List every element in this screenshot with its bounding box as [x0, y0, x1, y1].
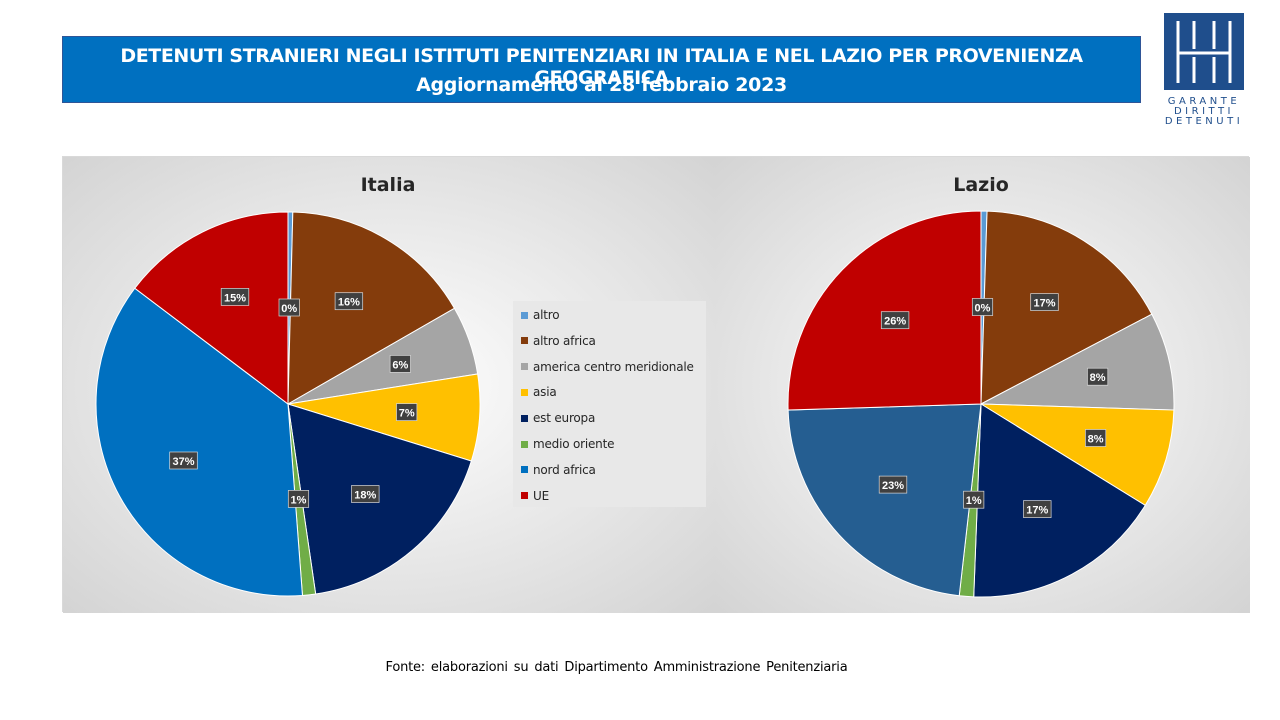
legend-item: america centro meridionale — [521, 358, 694, 376]
data-label: 0% — [281, 303, 297, 315]
data-label-box — [1087, 367, 1109, 386]
pie-slice — [287, 403, 472, 595]
pie-slice — [979, 403, 1175, 507]
data-label: 18% — [354, 490, 376, 502]
data-label-box — [878, 475, 908, 494]
chart-title: Lazio — [953, 174, 1009, 196]
pie-slice — [979, 313, 1175, 411]
data-label: 37% — [172, 456, 194, 468]
legend-item: medio oriente — [521, 435, 614, 453]
legend-label: medio oriente — [533, 437, 615, 451]
legend-label: altro africa — [533, 333, 596, 348]
pie-slice — [287, 211, 456, 405]
pie-slice — [787, 403, 982, 597]
page-title: DETENUTI STRANIERI NEGLI ISTITUTI PENITE… — [120, 45, 1083, 89]
legend-label: nord africa — [533, 462, 596, 477]
legend-item: asia — [521, 383, 557, 401]
data-label: 15% — [224, 292, 246, 304]
logo-text-line3: DETENUTI — [1164, 116, 1244, 127]
legend-swatch — [521, 363, 528, 371]
data-label: 6% — [392, 359, 408, 371]
chart-italia: Italia 0% 16% 6% 7% 18% 1% 37% 15% — [95, 174, 481, 597]
data-label: 17% — [1033, 298, 1055, 310]
data-label: 8% — [1090, 372, 1106, 384]
charts-area: Italia 0% 16% 6% 7% 18% 1% 37% 15% Lazio 0% 17% 8% 8… — [62, 156, 1250, 613]
data-label: 17% — [1026, 505, 1048, 517]
chart-legend: altro altro africa america centro meridion… — [513, 301, 706, 507]
logo-emblem — [1164, 13, 1244, 90]
data-label-box — [169, 451, 198, 470]
legend-label: america centro meridionale — [533, 359, 694, 374]
legend-item: altro — [521, 306, 560, 324]
page-subtitle: Aggiornamento al 28 febbraio 2023 — [416, 74, 787, 96]
data-label-box — [963, 490, 985, 509]
data-label: 8% — [1088, 434, 1104, 446]
data-label-box — [389, 355, 411, 373]
garante-logo: GARANTE DIRITTI DETENUTI — [1162, 13, 1246, 128]
data-label: 1% — [291, 494, 307, 506]
chart-title: Italia — [361, 174, 416, 196]
legend-swatch — [521, 311, 528, 319]
data-label-box — [334, 292, 364, 311]
data-label-box — [880, 311, 910, 330]
pie-slice — [973, 403, 1146, 598]
data-label-box — [1023, 500, 1052, 518]
data-label: 26% — [884, 316, 906, 328]
data-label-box — [1030, 293, 1059, 311]
legend-swatch — [521, 388, 528, 396]
pie-slice — [95, 287, 303, 597]
data-label-box — [220, 288, 250, 306]
data-label-box — [971, 298, 994, 316]
legend-label: UE — [533, 488, 549, 503]
pie-slice — [980, 210, 1153, 405]
data-label: 23% — [882, 480, 904, 492]
data-label-box — [278, 298, 300, 317]
logo-text-line2: DIRITTI — [1173, 106, 1235, 117]
legend-label: asia — [533, 385, 557, 400]
data-label-box — [1085, 429, 1107, 447]
pie-slice — [787, 210, 982, 411]
data-label-box — [287, 490, 310, 508]
pie-slice — [134, 211, 289, 406]
source-note: Fonte: elaborazioni su dati Dipartimento… — [385, 660, 848, 675]
legend-label: est europa — [533, 411, 596, 426]
legend-swatch — [521, 440, 528, 448]
data-label: 0% — [975, 303, 991, 315]
data-label: 7% — [399, 408, 415, 420]
legend-item: UE — [521, 487, 549, 505]
legend-swatch — [521, 492, 528, 500]
header-title-box: DETENUTI STRANIERI NEGLI ISTITUTI PENITE… — [62, 36, 1141, 103]
legend-swatch — [521, 337, 528, 345]
data-label: 16% — [338, 297, 360, 309]
data-label: 1% — [966, 495, 982, 507]
legend-swatch — [521, 414, 528, 422]
legend-label: altro — [533, 308, 560, 322]
chart-lazio: Lazio 0% 17% 8% 8% 17% 1% 23% 26% — [787, 174, 1175, 598]
legend-item: est europa — [521, 409, 595, 427]
legend-swatch — [521, 466, 528, 474]
data-label-box — [396, 403, 418, 421]
data-label-box — [351, 485, 380, 503]
legend-item: nord africa — [521, 461, 596, 479]
logo-text-line1: GARANTE — [1167, 96, 1241, 107]
legend-item: altro africa — [521, 332, 596, 350]
